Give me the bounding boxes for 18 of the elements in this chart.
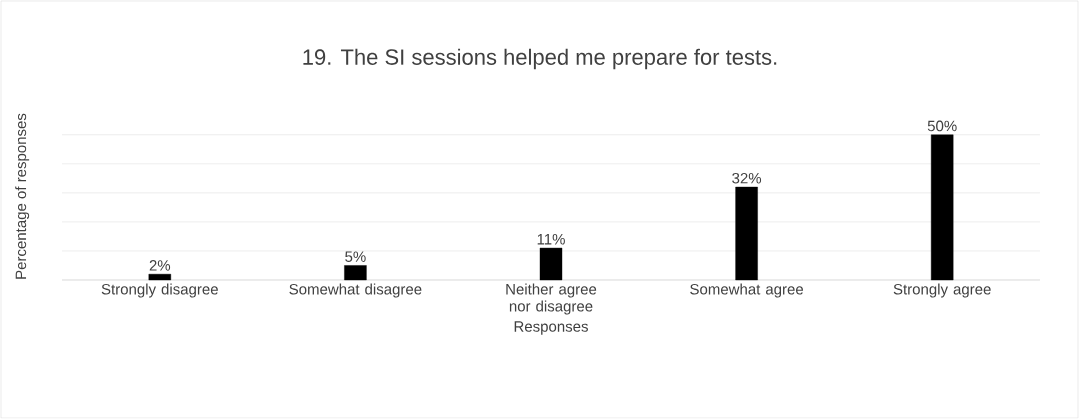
bar <box>539 247 563 281</box>
bar <box>735 186 758 281</box>
x-tick-label: Strongly agree <box>893 283 991 298</box>
data-label: 50% <box>927 120 957 132</box>
x-tick-label: Somewhat disagree <box>289 283 422 298</box>
x-tick-label: Neither agree nor disagree <box>506 283 597 315</box>
x-tick-label: Somewhat agree <box>690 283 804 298</box>
bar <box>148 273 172 281</box>
data-label: 2% <box>149 260 171 271</box>
data-label: 32% <box>732 172 762 184</box>
chart-title: 19. The SI sessions helped me prepare for tests. <box>303 48 777 70</box>
y-axis-title: Percentage of responses <box>15 113 30 279</box>
data-label: 11% <box>537 234 565 245</box>
x-tick-label: Strongly disagree <box>101 283 218 298</box>
bar <box>344 265 367 281</box>
bar <box>931 134 954 281</box>
x-axis-title: Responses <box>514 321 588 335</box>
data-label: 5% <box>345 251 366 262</box>
